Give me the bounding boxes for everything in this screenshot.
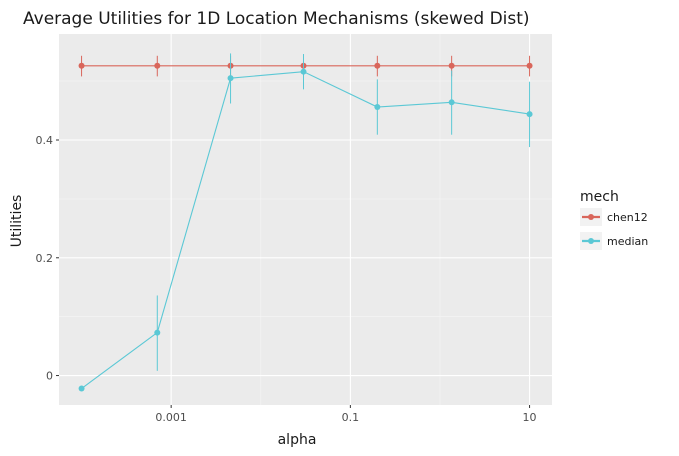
data-point	[448, 62, 455, 69]
legend-key-point	[588, 214, 594, 220]
x-tick-label: 0.1	[342, 411, 360, 424]
series-median	[78, 53, 533, 392]
y-axis-title: Utilities	[9, 195, 25, 248]
data-point	[154, 62, 161, 69]
data-point	[526, 111, 533, 118]
data-point	[526, 62, 533, 69]
y-tick-label: 0.4	[36, 134, 54, 147]
plot-panel	[59, 34, 552, 405]
legend-item-chen12: chen12	[580, 208, 648, 226]
x-axis-title: alpha	[278, 432, 317, 448]
x-tick-label: 0.001	[155, 411, 187, 424]
data-point	[300, 68, 307, 75]
legend-title: mech	[580, 189, 619, 205]
legend-key-point	[588, 238, 594, 244]
data-point	[374, 104, 381, 111]
legend: mech chen12 median	[580, 189, 648, 250]
y-axis-ticks: 0 0.2 0.4	[36, 134, 59, 383]
y-tick-label: 0.2	[36, 252, 54, 265]
y-tick-label: 0	[46, 370, 53, 383]
series-layer	[78, 53, 533, 392]
legend-label: chen12	[607, 211, 648, 224]
x-axis-ticks: 0.001 0.1 10	[155, 405, 537, 424]
data-point	[448, 99, 455, 106]
legend-label: median	[607, 235, 648, 248]
data-point	[154, 329, 161, 336]
data-point	[78, 385, 85, 392]
data-point	[374, 62, 381, 69]
chart-title: Average Utilities for 1D Location Mechan…	[23, 9, 530, 29]
x-tick-label: 10	[523, 411, 537, 424]
data-point	[78, 62, 85, 69]
legend-item-median: median	[580, 232, 648, 250]
data-point	[227, 75, 234, 82]
